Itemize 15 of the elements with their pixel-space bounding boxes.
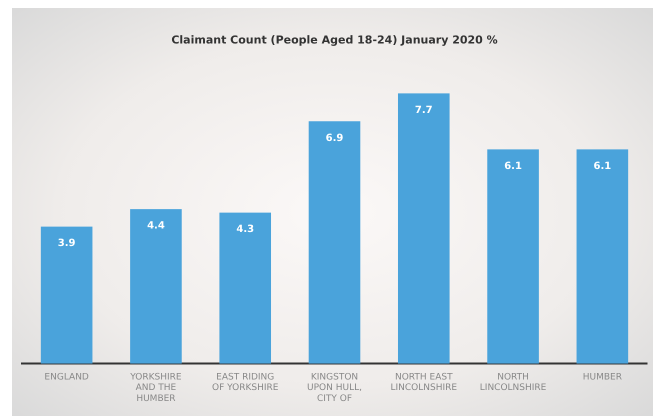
x-tick-label: NORTH LINCOLNSHIRE: [480, 372, 547, 394]
x-tick-label: ENGLAND: [44, 372, 89, 382]
data-label: 4.4: [147, 220, 165, 232]
x-tick-label: EAST RIDING OF YORKSHIRE: [212, 372, 279, 394]
data-label: 6.1: [504, 160, 522, 172]
data-label: 4.3: [236, 224, 254, 236]
x-tick-label: HUMBER: [582, 372, 622, 382]
x-tick-label: KINGSTON UPON HULL, CITY OF: [307, 372, 362, 404]
data-label: 3.9: [58, 238, 76, 250]
data-label: 6.1: [594, 160, 612, 172]
data-label: 7.7: [414, 104, 433, 116]
x-tick-label: YORKSHIRE AND THE HUMBER: [129, 372, 182, 404]
chart-title: Claimant Count (People Aged 18-24) January 2020 %: [171, 33, 498, 46]
x-tick-label: NORTH EAST LINCOLNSHIRE: [390, 372, 458, 394]
data-label: 6.9: [326, 132, 344, 144]
